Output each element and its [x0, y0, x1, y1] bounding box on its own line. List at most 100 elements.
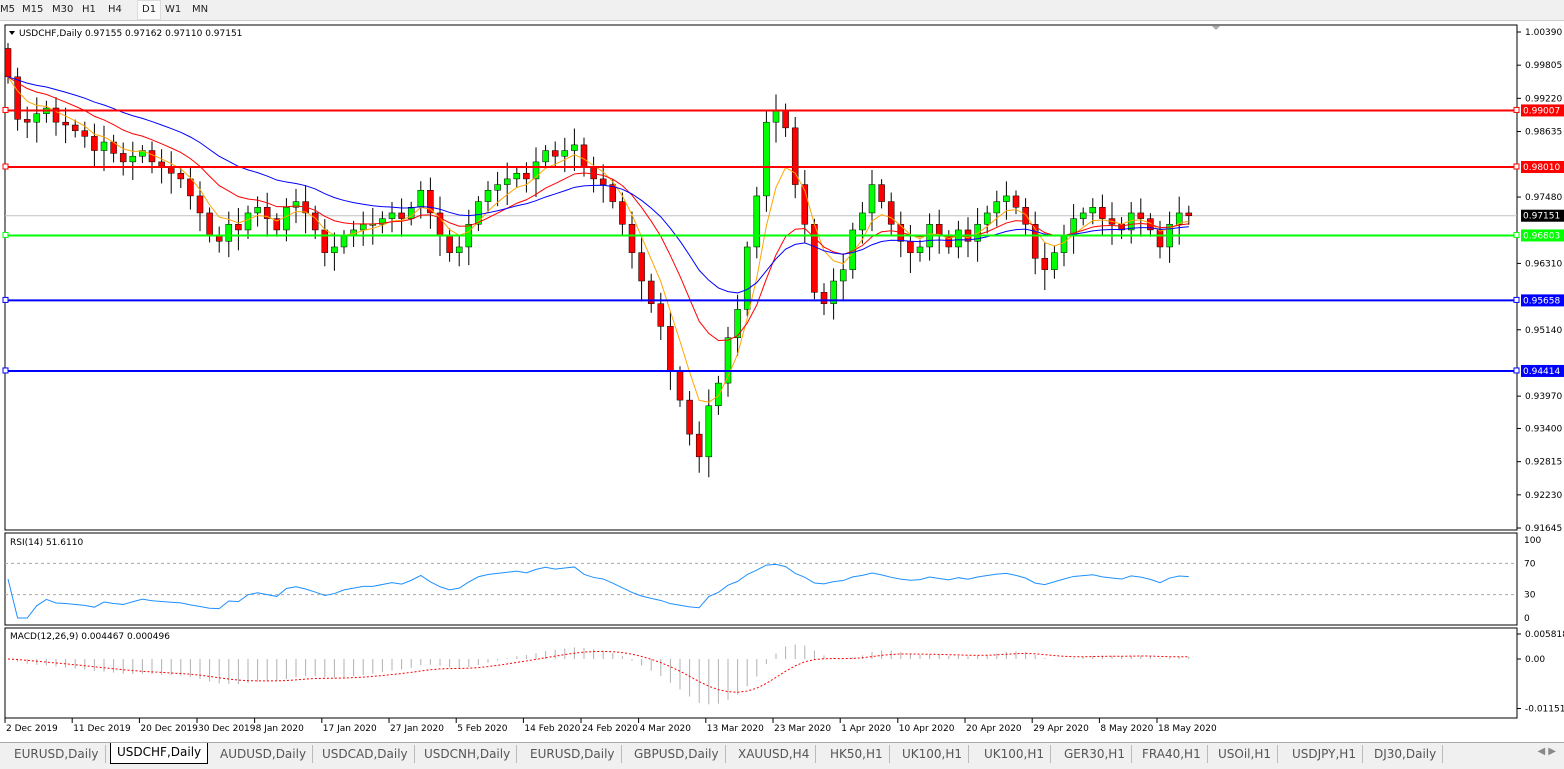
level-handle[interactable] [2, 296, 9, 303]
bear-candle-body [62, 121, 69, 126]
bear-candle-body [619, 201, 626, 225]
bear-candle-body [321, 229, 329, 253]
timeframe-h1[interactable]: H1 [82, 4, 96, 15]
bear-candle-body [523, 172, 530, 180]
tab-eurusd-daily[interactable]: EURUSD,Daily [524, 745, 622, 763]
bear-candle-body [1012, 195, 1020, 208]
timeframe-mn[interactable]: MN [192, 4, 209, 15]
candle [830, 268, 837, 320]
candle [484, 181, 492, 213]
date-tick-label: 4 Mar 2020 [640, 724, 692, 734]
level-handle[interactable] [1513, 163, 1520, 170]
date-tick-label: 5 Feb 2020 [457, 724, 508, 734]
timeframe-w1[interactable]: W1 [165, 4, 182, 15]
timeframe-m5[interactable]: M5 [0, 4, 15, 15]
tab-usoil-h1[interactable]: USOil,H1 [1212, 745, 1278, 763]
level-handle[interactable] [2, 106, 9, 113]
tab-gbpusd-daily[interactable]: GBPUSD,Daily [628, 745, 726, 763]
tab-usdcad-daily[interactable]: USDCAD,Daily [316, 745, 415, 763]
level-handle[interactable] [1513, 296, 1520, 303]
candle [628, 211, 636, 269]
candle [859, 202, 866, 244]
bear-candle-body [1041, 258, 1049, 270]
level-price-label: 0.95658 [1523, 296, 1560, 306]
timeframe-d1[interactable]: D1 [137, 0, 162, 20]
bull-candle-body [129, 155, 137, 163]
level-handle[interactable] [2, 367, 9, 374]
tab-uk100-h1[interactable]: UK100,H1 [896, 745, 970, 763]
bear-candle-body [81, 130, 89, 137]
bear-candle-body [801, 184, 809, 225]
candle [273, 213, 281, 237]
tab-usdchf-daily[interactable]: USDCHF,Daily [110, 743, 209, 764]
level-handle[interactable] [1513, 367, 1520, 374]
candle [398, 198, 405, 237]
bear-candle-body [1022, 207, 1029, 225]
price-tick-label: 0.93970 [1525, 392, 1562, 402]
tab-dj30-daily[interactable]: DJ30,Daily [1368, 745, 1444, 763]
level-handle[interactable] [2, 163, 9, 170]
ma-mid-line [7, 76, 1189, 342]
date-tick-label: 20 Dec 2019 [140, 724, 198, 734]
candle [177, 165, 185, 188]
bear-candle-body [907, 241, 914, 253]
macd-tick-label: -0.011514 [1525, 705, 1564, 715]
tab-usdcnh-daily[interactable]: USDCNH,Daily [418, 745, 518, 763]
tab-uk100-h1[interactable]: UK100,H1 [978, 745, 1052, 763]
level-handle[interactable] [2, 231, 9, 238]
level-handle[interactable] [1513, 231, 1520, 238]
candle [532, 147, 540, 198]
timeframe-m15[interactable]: M15 [22, 4, 44, 15]
candle [542, 145, 549, 169]
candle [129, 141, 137, 181]
rsi-pane[interactable] [4, 532, 1518, 626]
candle [724, 326, 732, 397]
bull-candle-body [503, 178, 511, 185]
tab-fra40-h1[interactable]: FRA40,H1 [1136, 745, 1208, 763]
chart-shift-marker-icon[interactable] [1212, 26, 1220, 30]
bull-candle-body [715, 382, 722, 407]
bear-candle-body [148, 150, 156, 163]
bull-candle-body [571, 144, 578, 151]
bull-candle-body [379, 218, 386, 225]
level-handle[interactable] [1513, 106, 1520, 113]
candle [33, 97, 41, 143]
candle [820, 283, 828, 316]
tab-hk50-h1[interactable]: HK50,H1 [824, 745, 890, 763]
bear-candle-body [235, 224, 242, 231]
chart-header: USDCHF,Daily 0.97155 0.97162 0.97110 0.9… [19, 29, 242, 39]
macd-pane[interactable] [4, 627, 1518, 719]
date-tick-label: 8 Jan 2020 [256, 724, 304, 734]
collapse-triangle-icon[interactable] [9, 31, 15, 35]
tab-eurusd-daily[interactable]: EURUSD,Daily [8, 745, 106, 763]
date-tick-label: 1 Apr 2020 [841, 724, 891, 734]
candle [916, 239, 924, 262]
level-price-badge [1521, 229, 1564, 242]
date-tick-label: 23 Mar 2020 [774, 724, 831, 734]
bull-candle-body [417, 189, 425, 208]
bull-candle-body [955, 229, 962, 248]
level-price-badge [1521, 104, 1564, 117]
bear-candle-body [1031, 224, 1039, 259]
tab-audusd-daily[interactable]: AUDUSD,Daily [214, 745, 314, 763]
tab-ger30-h1[interactable]: GER30,H1 [1058, 745, 1132, 763]
candle [619, 192, 626, 236]
bear-candle-body [427, 189, 434, 214]
timeframe-m30[interactable]: M30 [52, 4, 74, 15]
candle [427, 177, 434, 229]
bull-candle-body [1079, 212, 1087, 219]
candle [1185, 205, 1193, 225]
bear-candle-body [167, 167, 175, 174]
tab-usdjpy-h1[interactable]: USDJPY,H1 [1286, 745, 1363, 763]
tab-scroll-arrows[interactable]: ◀ ▶ [1537, 746, 1556, 757]
candle [763, 109, 770, 212]
tab-xauusd-h4[interactable]: XAUUSD,H4 [732, 745, 817, 763]
chart-window[interactable]: USDCHF,Daily 0.97155 0.97162 0.97110 0.9… [0, 21, 1564, 742]
candle [695, 421, 703, 473]
candle [551, 141, 559, 168]
timeframe-h4[interactable]: H4 [108, 4, 122, 15]
level-price-badge [1521, 160, 1564, 173]
bear-candle-body [52, 107, 60, 123]
candle [839, 253, 847, 302]
bull-candle-body [734, 309, 741, 338]
